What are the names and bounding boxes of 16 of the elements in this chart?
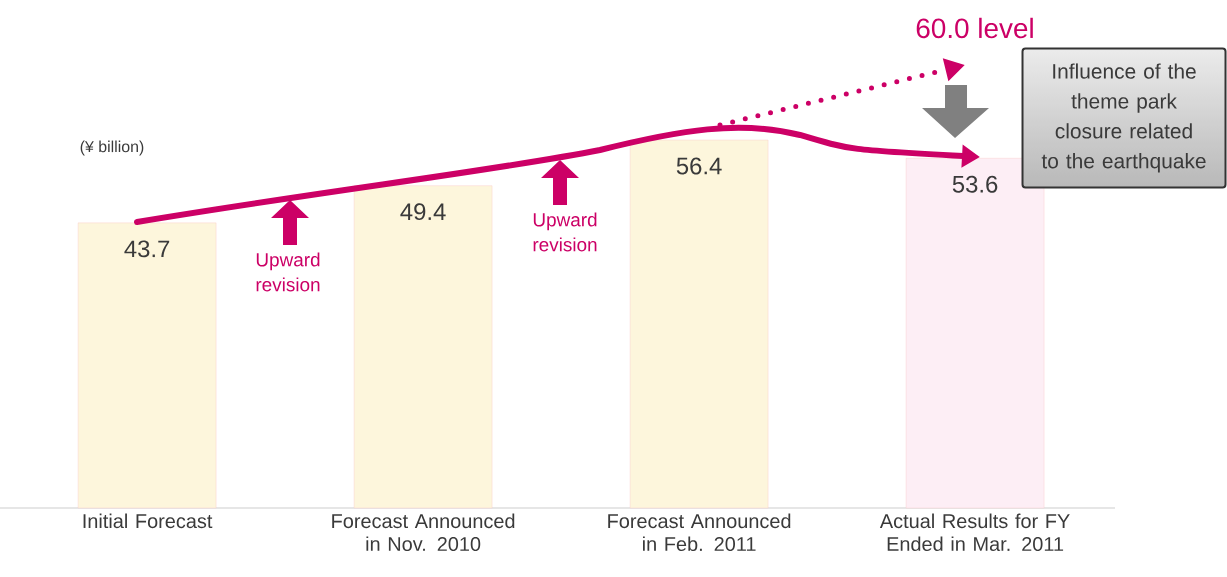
annotation: Upward revision bbox=[533, 212, 597, 252]
data-label: 53.6 bbox=[952, 175, 998, 193]
bar bbox=[77, 222, 217, 509]
data-label: 49.4 bbox=[400, 203, 446, 221]
bar bbox=[353, 185, 493, 509]
x-tick-label: Forecast Announced in Nov. 2010 bbox=[332, 513, 515, 552]
annotation: Upward revision bbox=[256, 252, 320, 292]
x-tick-label: Actual Results for FY Ended in Mar. 2011 bbox=[879, 513, 1070, 552]
data-label: 43.7 bbox=[124, 240, 170, 258]
text: 60.0 level bbox=[916, 17, 1033, 39]
data-label: 56.4 bbox=[676, 157, 722, 175]
x-tick-label: Forecast Announced in Feb. 2011 bbox=[608, 513, 791, 552]
annotation: (¥ billion) bbox=[80, 140, 144, 156]
annotation: Influence of the theme park closure related to the earthquake bbox=[1041, 63, 1206, 173]
bar bbox=[629, 139, 769, 509]
x-tick-label: Initial Forecast bbox=[83, 513, 213, 529]
